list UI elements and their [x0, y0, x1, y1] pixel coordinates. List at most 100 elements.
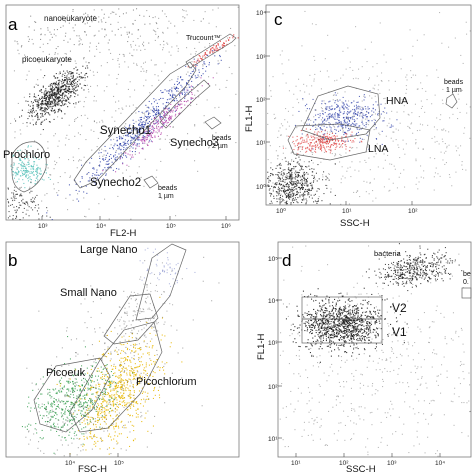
- small-nano-event: [139, 308, 141, 310]
- synecho1-event: [184, 97, 186, 99]
- background-event: [70, 339, 72, 341]
- picoeukaryote-event: [56, 92, 58, 94]
- synecho1-event: [176, 90, 178, 92]
- picochlorum-event: [119, 381, 121, 383]
- picochlorum-event: [90, 431, 92, 433]
- small-nano-event: [130, 324, 132, 326]
- small-nano-event: [155, 321, 157, 323]
- picoeukaryote-event: [53, 82, 55, 84]
- hna-event: [381, 130, 383, 132]
- picochlorum-event: [115, 415, 117, 417]
- nanoeukaryote-event: [27, 36, 29, 38]
- picoeukaryote-event: [44, 119, 46, 121]
- noise-event: [282, 187, 284, 189]
- picochlorum-event: [121, 389, 123, 391]
- lna-event: [322, 146, 324, 148]
- picoeuk-event: [74, 386, 76, 388]
- picochlorum-event: [87, 413, 89, 415]
- hna-event: [339, 109, 341, 111]
- picoeuk-event: [72, 428, 74, 430]
- noise-event: [36, 194, 38, 196]
- nanoeukaryote-event: [38, 62, 40, 64]
- picoeukaryote-event: [64, 103, 66, 105]
- background-event: [42, 77, 44, 79]
- background-event: [79, 421, 81, 423]
- noise-event: [288, 167, 290, 169]
- synecho1-event: [148, 113, 150, 115]
- picoeukaryote-event: [35, 122, 37, 124]
- background-event: [168, 20, 170, 22]
- panel-c-frame: [265, 4, 472, 206]
- noise-event: [311, 188, 313, 190]
- background-event: [117, 333, 119, 335]
- prochloro-event: [28, 176, 30, 178]
- hna-event: [382, 111, 384, 113]
- picoeuk-event: [55, 408, 57, 410]
- small-nano-event: [135, 299, 137, 301]
- noise-event: [290, 195, 292, 197]
- picoeukaryote-event: [55, 83, 57, 85]
- picochlorum-event: [141, 392, 143, 394]
- picochlorum-event: [102, 373, 104, 375]
- picoeukaryote-event: [51, 95, 53, 97]
- hna-event: [315, 129, 317, 131]
- hna-event: [341, 107, 343, 109]
- synecho1-event: [138, 132, 140, 134]
- picoeuk-event: [111, 380, 113, 382]
- synecho1-event: [74, 179, 76, 181]
- hna-event: [337, 126, 339, 128]
- picoeukaryote-event: [66, 83, 68, 85]
- picochlorum-event: [116, 425, 118, 427]
- synecho1-event: [107, 160, 109, 162]
- noise-event: [9, 215, 11, 217]
- picochlorum-event: [98, 407, 100, 409]
- noise-event: [38, 218, 40, 220]
- picoeukaryote-event: [69, 71, 71, 73]
- nanoeukaryote-event: [85, 34, 87, 36]
- picochlorum-event: [125, 390, 127, 392]
- picoeuk-event: [53, 426, 55, 428]
- nanoeukaryote-event: [113, 11, 115, 13]
- picochlorum-event: [134, 344, 136, 346]
- noise-event: [278, 175, 280, 177]
- picochlorum-event: [120, 421, 122, 423]
- hna-event: [337, 116, 339, 118]
- picoeukaryote-event: [58, 81, 60, 83]
- synecho1-event: [132, 138, 134, 140]
- hna-event: [386, 112, 388, 114]
- picochlorum-event: [105, 418, 107, 420]
- background-event: [66, 58, 68, 60]
- noise-event: [295, 188, 297, 190]
- picoeuk-event: [86, 383, 88, 385]
- synecho1-event: [85, 185, 87, 187]
- lna-event: [309, 149, 311, 151]
- picoeukaryote-event: [82, 65, 84, 67]
- synecho1-event: [152, 106, 154, 108]
- picoeukaryote-event: [26, 122, 28, 124]
- hna-event: [354, 110, 356, 112]
- synecho1-event: [153, 109, 155, 111]
- hna-event: [334, 92, 336, 94]
- picochlorum-event: [81, 422, 83, 424]
- nanoeukaryote-event: [32, 43, 34, 45]
- picochlorum-event: [130, 401, 132, 403]
- picochlorum-event: [122, 397, 124, 399]
- picoeuk-event: [72, 374, 74, 376]
- picoeuk-event: [32, 389, 34, 391]
- background-event: [104, 355, 106, 357]
- picoeukaryote-event: [65, 76, 67, 78]
- picochlorum-event: [105, 409, 107, 411]
- picoeuk-event: [95, 362, 97, 364]
- synecho1-event: [161, 116, 163, 118]
- lna-event: [344, 136, 346, 138]
- background-event: [125, 105, 127, 107]
- picoeukaryote-event: [59, 99, 61, 101]
- picochlorum-event: [116, 404, 118, 406]
- background-event: [161, 113, 163, 115]
- picoeukaryote-event: [44, 96, 46, 98]
- picoeuk-event: [47, 393, 49, 395]
- picoeuk-event: [27, 406, 29, 408]
- prochloro-event: [16, 173, 18, 175]
- noise-event: [18, 207, 20, 209]
- prochloro-event: [28, 163, 30, 165]
